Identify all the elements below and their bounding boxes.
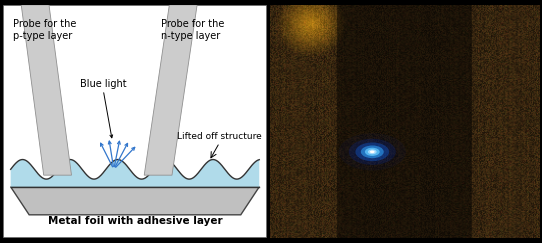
Text: Probe for the
n-type layer: Probe for the n-type layer bbox=[162, 19, 225, 41]
Polygon shape bbox=[11, 187, 259, 215]
Ellipse shape bbox=[370, 150, 375, 153]
Ellipse shape bbox=[349, 139, 396, 165]
Ellipse shape bbox=[339, 133, 406, 171]
Text: Blue light: Blue light bbox=[80, 79, 126, 89]
Ellipse shape bbox=[361, 146, 384, 158]
Ellipse shape bbox=[368, 149, 377, 154]
Ellipse shape bbox=[365, 148, 380, 156]
Text: Probe for the
p-type layer: Probe for the p-type layer bbox=[14, 19, 76, 41]
Ellipse shape bbox=[356, 142, 389, 161]
Text: Metal foil with adhesive layer: Metal foil with adhesive layer bbox=[48, 216, 222, 226]
Polygon shape bbox=[21, 5, 72, 175]
Text: Lifted off structure: Lifted off structure bbox=[177, 132, 262, 141]
Polygon shape bbox=[144, 5, 197, 175]
